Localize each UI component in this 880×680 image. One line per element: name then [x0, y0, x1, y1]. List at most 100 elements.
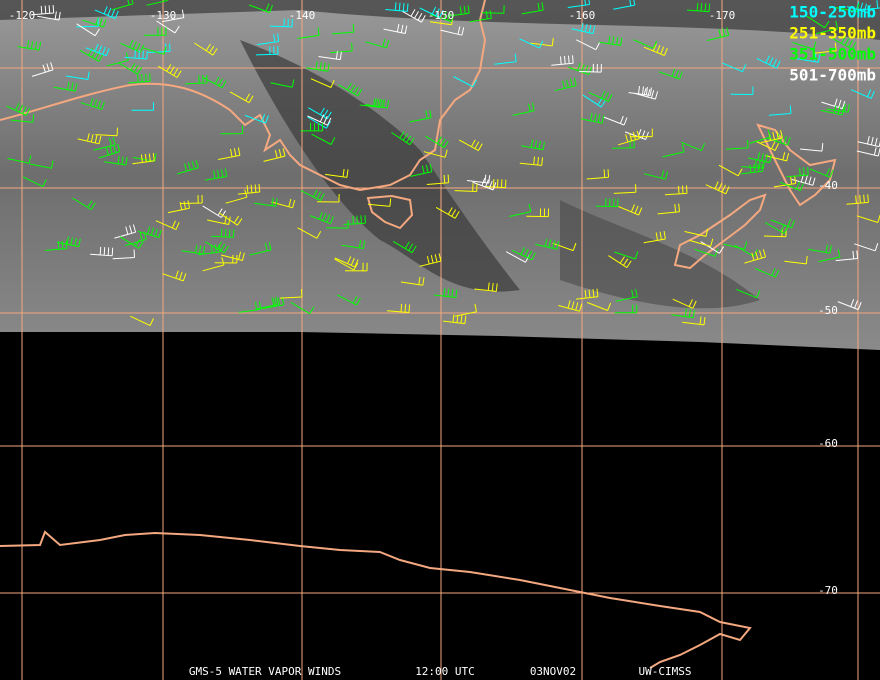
- wind-barb: [613, 184, 637, 194]
- wind-barb: [454, 183, 478, 192]
- wind-barb: [582, 94, 606, 108]
- wind-barb: [718, 164, 743, 177]
- footer-text: UW-CIMSS: [639, 665, 692, 678]
- wind-barb: [307, 114, 332, 126]
- wind-barb: [202, 76, 227, 89]
- wind-barb: [334, 256, 359, 268]
- wind-barb: [614, 251, 639, 260]
- wind-barb: [44, 240, 68, 251]
- wind-barb: [423, 149, 448, 158]
- wind-barb: [79, 48, 104, 62]
- wind-barb: [863, 0, 880, 10]
- labels: -120 -130 -140 -150 -160 -170 -40 -50 -60 -70 150-…: [9, 3, 876, 679]
- wind-barb: [256, 33, 280, 46]
- wind-barb: [521, 139, 545, 151]
- wind-barb: [269, 18, 293, 28]
- wind-barb: [603, 115, 628, 126]
- wind-barb: [336, 294, 361, 306]
- wind-barb: [608, 255, 632, 269]
- wind-barb: [773, 175, 797, 188]
- wind-barb: [440, 26, 465, 36]
- wind-barb: [106, 52, 129, 67]
- wind-barb: [367, 198, 392, 207]
- wind-barb: [341, 239, 366, 249]
- wind-barb: [628, 85, 652, 96]
- dry-band: [560, 200, 760, 309]
- wind-barb: [756, 55, 781, 69]
- wind-barb: [630, 128, 653, 138]
- legend-entry: 150-250mb: [789, 3, 876, 22]
- wind-barb: [682, 316, 706, 326]
- wind-barb: [53, 81, 78, 92]
- wind-barb: [307, 116, 331, 129]
- wind-barb: [143, 27, 167, 36]
- wind-barb: [615, 288, 638, 302]
- wind-barb: [261, 296, 285, 310]
- legend-entry: 501-700mb: [789, 66, 876, 85]
- wind-barb: [435, 206, 460, 219]
- wind-barb: [511, 247, 536, 261]
- wind-barb: [521, 2, 544, 15]
- wind-barb: [270, 79, 295, 88]
- wind-barb: [130, 315, 154, 327]
- wind-barb: [469, 10, 492, 23]
- wind-barb: [633, 39, 658, 49]
- wind-barb: [800, 143, 824, 152]
- wind-barb: [568, 62, 593, 75]
- wind-barb: [643, 231, 666, 244]
- wind-barb: [392, 240, 417, 254]
- wind-barb: [509, 203, 532, 217]
- wind-barb: [454, 303, 477, 317]
- footer-text: 12:00 UTC: [415, 665, 475, 678]
- wind-barb: [837, 299, 862, 311]
- wind-barb: [571, 23, 596, 35]
- wind-barb: [271, 198, 296, 209]
- wind-barb: [791, 174, 816, 186]
- wind-barb: [671, 308, 695, 319]
- wind-barb: [256, 296, 279, 310]
- wind-barb: [359, 98, 383, 108]
- wind-barb: [198, 244, 221, 256]
- wind-barb: [279, 288, 303, 299]
- wind-barb: [588, 90, 613, 102]
- wind-barb: [237, 183, 261, 195]
- wind-barb: [244, 114, 269, 124]
- wind-barb: [689, 238, 714, 247]
- wind-barb: [66, 71, 90, 80]
- wind-barb: [185, 74, 208, 85]
- wind-barb: [662, 143, 685, 158]
- wind-barb: [290, 301, 315, 315]
- wind-barb: [579, 63, 602, 73]
- wind-barb: [741, 159, 765, 169]
- wind-barb: [334, 258, 359, 271]
- tasmania-coast: [366, 194, 414, 230]
- wind-barb: [687, 2, 711, 13]
- wind-barb: [17, 40, 41, 51]
- wind-barb: [618, 204, 643, 216]
- wind-barb: [481, 5, 505, 14]
- wind-barb: [580, 112, 605, 124]
- wind-barb: [765, 152, 790, 162]
- wind-barb: [132, 153, 157, 162]
- wind-barb: [306, 61, 330, 72]
- wind-barb: [300, 189, 325, 202]
- wind-barb: [808, 244, 832, 254]
- wind-barb: [309, 211, 334, 225]
- wind-barb: [792, 41, 817, 50]
- wind-barb: [826, 103, 850, 113]
- wind-barb: [7, 155, 32, 164]
- legend-entry: 351-500mb: [789, 45, 876, 64]
- wind-barb: [552, 242, 577, 252]
- wind-barb: [725, 139, 749, 150]
- wind-barb: [220, 251, 245, 261]
- wind-barb: [124, 50, 148, 60]
- wind-barb: [576, 39, 600, 51]
- wind-barb: [680, 141, 705, 152]
- wind-barb: [567, 0, 591, 8]
- wind-barb: [80, 97, 105, 110]
- wind-barb: [430, 11, 455, 23]
- wind-barb: [94, 6, 119, 19]
- wind-barb: [6, 102, 31, 116]
- wind-barb: [766, 133, 791, 146]
- wind-barb: [684, 228, 709, 237]
